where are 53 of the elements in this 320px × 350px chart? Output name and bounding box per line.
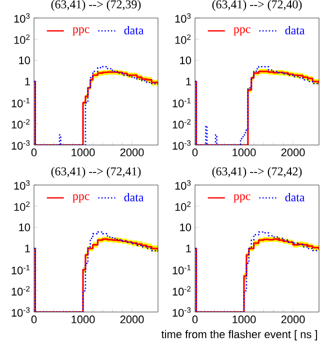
chart-title: (63,41) --> (72,39) <box>51 0 141 11</box>
y-tick-label: 10 <box>180 223 192 232</box>
y-tick-label: 1 <box>186 244 191 252</box>
y-tick-label: 1 <box>25 244 30 252</box>
x-tick-label: 0 <box>192 316 198 324</box>
legend-label: ppc <box>234 27 250 36</box>
y-tick-label: 1 <box>25 78 30 86</box>
y-tick-label: 10$^{-1}$ <box>12 98 30 108</box>
y-tick-label: 10$^{-2}$ <box>12 286 30 296</box>
x-axis-title: time from the flasher event [ ns ] <box>161 330 318 340</box>
y-tick-label: 10$^{-3}$ <box>172 140 191 150</box>
legend-label: data <box>285 26 305 34</box>
legend-label: ppc <box>72 194 90 203</box>
y-tick-label: 10$^{2}$ <box>175 201 191 211</box>
y-tick-label: 10$^{-1}$ <box>172 264 191 274</box>
y-tick-label: 10 <box>19 223 30 232</box>
legend-label: data <box>285 192 305 202</box>
y-tick-label: 10$^{2}$ <box>175 34 191 44</box>
x-tick-label: 1000 <box>232 148 256 156</box>
y-tick-label: 10$^{3}$ <box>14 180 30 190</box>
legend-label: data <box>124 26 144 34</box>
x-tick-label: 0 <box>31 316 37 324</box>
x-tick-label: 2000 <box>120 148 144 156</box>
x-tick-label: 0 <box>192 148 198 156</box>
y-tick-label: 10$^{3}$ <box>175 13 191 23</box>
y-tick-label: 10$^{-3}$ <box>172 307 191 317</box>
x-tick-label: 2000 <box>120 316 144 324</box>
legend-label: ppc <box>234 194 250 203</box>
legend-label: data <box>124 192 144 202</box>
chart-title: (63,41) --> (72,42) <box>212 166 302 178</box>
y-tick-label: 10$^{2}$ <box>14 201 30 211</box>
y-tick-label: 10$^{-3}$ <box>12 140 30 150</box>
y-tick-label: 10$^{-1}$ <box>12 264 30 274</box>
y-tick-label: 10$^{3}$ <box>175 180 191 190</box>
chart-title: (63,41) --> (72,41) <box>51 166 141 178</box>
y-tick-label: 10$^{2}$ <box>14 34 30 44</box>
x-tick-label: 2000 <box>281 316 305 324</box>
x-tick-label: 1000 <box>72 316 95 324</box>
y-tick-label: 1 <box>186 78 191 86</box>
y-tick-label: 10$^{3}$ <box>14 13 30 23</box>
y-tick-label: 10$^{-3}$ <box>12 307 30 317</box>
y-tick-label: 10$^{-2}$ <box>172 119 191 129</box>
y-tick-label: 10$^{-1}$ <box>172 98 191 108</box>
x-tick-label: 0 <box>31 148 37 156</box>
x-tick-label: 1000 <box>232 316 256 324</box>
chart-title: (63,41) --> (72,40) <box>212 0 302 11</box>
y-tick-label: 10$^{-2}$ <box>172 286 191 296</box>
y-tick-label: 10 <box>19 56 30 64</box>
y-tick-label: 10$^{-2}$ <box>12 119 30 129</box>
y-tick-label: 10 <box>180 56 192 64</box>
x-tick-label: 2000 <box>281 148 305 156</box>
x-tick-label: 1000 <box>72 148 95 156</box>
legend-label: ppc <box>72 27 90 36</box>
